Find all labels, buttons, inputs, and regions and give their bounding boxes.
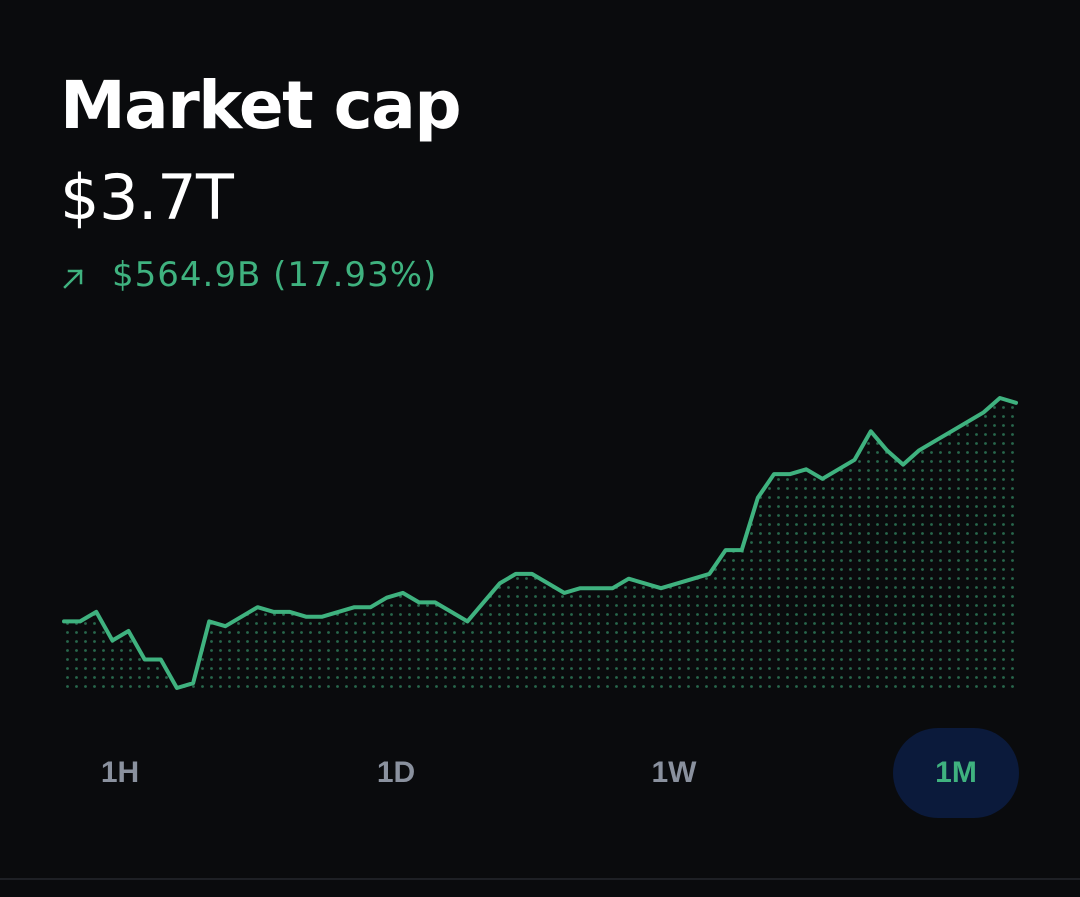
chart-point	[853, 458, 857, 462]
chart-point	[707, 572, 711, 576]
chart-point	[207, 619, 211, 623]
chart-point	[901, 463, 905, 467]
chart-point	[369, 605, 373, 609]
chart-point	[417, 600, 421, 604]
chart-point	[401, 591, 405, 595]
chart-point	[62, 619, 66, 623]
chart-point	[191, 681, 195, 685]
chart-point	[127, 629, 131, 633]
chart-point	[837, 467, 841, 471]
chart-point	[514, 572, 518, 576]
chart-point	[917, 448, 921, 452]
chart-point	[110, 639, 114, 643]
chart-series-line	[62, 396, 1018, 690]
chart-point	[643, 581, 647, 585]
chart-point	[562, 591, 566, 595]
chart-point	[272, 610, 276, 614]
chart-point	[595, 586, 599, 590]
chart-point	[756, 496, 760, 500]
arrow-up-right-icon	[60, 261, 88, 289]
chart-point	[788, 472, 792, 476]
chart-point	[385, 596, 389, 600]
chart-point	[240, 615, 244, 619]
chart-point	[675, 581, 679, 585]
bottom-divider	[0, 878, 1080, 880]
market-cap-chart	[62, 396, 1018, 690]
chart-point	[465, 619, 469, 623]
chart-point	[336, 610, 340, 614]
chart-point	[352, 605, 356, 609]
chart-point	[175, 686, 179, 690]
chart-point	[143, 658, 147, 662]
chart-point	[998, 396, 1002, 400]
timeframe-tabs: 1H 1D 1W 1M	[0, 728, 1080, 818]
chart-point	[159, 658, 163, 662]
chart-point	[498, 581, 502, 585]
chart-point	[691, 577, 695, 581]
chart-point	[724, 548, 728, 552]
chart-point	[1014, 401, 1018, 405]
chart-point	[804, 467, 808, 471]
chart-point	[950, 429, 954, 433]
chart-point	[740, 548, 744, 552]
chart-point	[530, 572, 534, 576]
chart-point	[288, 610, 292, 614]
chart-point	[433, 600, 437, 604]
chart-point	[966, 420, 970, 424]
chart-area-fill	[64, 398, 1016, 688]
chart-point	[869, 429, 873, 433]
chart-point	[256, 605, 260, 609]
page-title: Market cap	[60, 67, 462, 144]
tab-1m[interactable]: 1M	[893, 728, 1019, 818]
chart-point	[578, 586, 582, 590]
chart-point	[482, 600, 486, 604]
chart-point	[820, 477, 824, 481]
tab-1w[interactable]: 1W	[651, 756, 697, 789]
tab-1d[interactable]: 1D	[376, 756, 416, 789]
chart-point	[78, 619, 82, 623]
chart-point	[982, 410, 986, 414]
market-cap-change: $564.9B (17.93%)	[60, 252, 437, 298]
chart-point	[223, 624, 227, 628]
market-cap-value: $3.7T	[60, 161, 234, 234]
chart-point	[320, 615, 324, 619]
change-text: $564.9B (17.93%)	[112, 255, 438, 295]
chart-point	[627, 577, 631, 581]
chart-point	[546, 581, 550, 585]
chart-point	[933, 439, 937, 443]
chart-point	[449, 610, 453, 614]
chart-point	[94, 610, 98, 614]
tab-1h[interactable]: 1H	[100, 756, 140, 789]
chart-point	[772, 472, 776, 476]
chart-point	[304, 615, 308, 619]
chart-point	[659, 586, 663, 590]
chart-point	[611, 586, 615, 590]
chart-point	[885, 448, 889, 452]
